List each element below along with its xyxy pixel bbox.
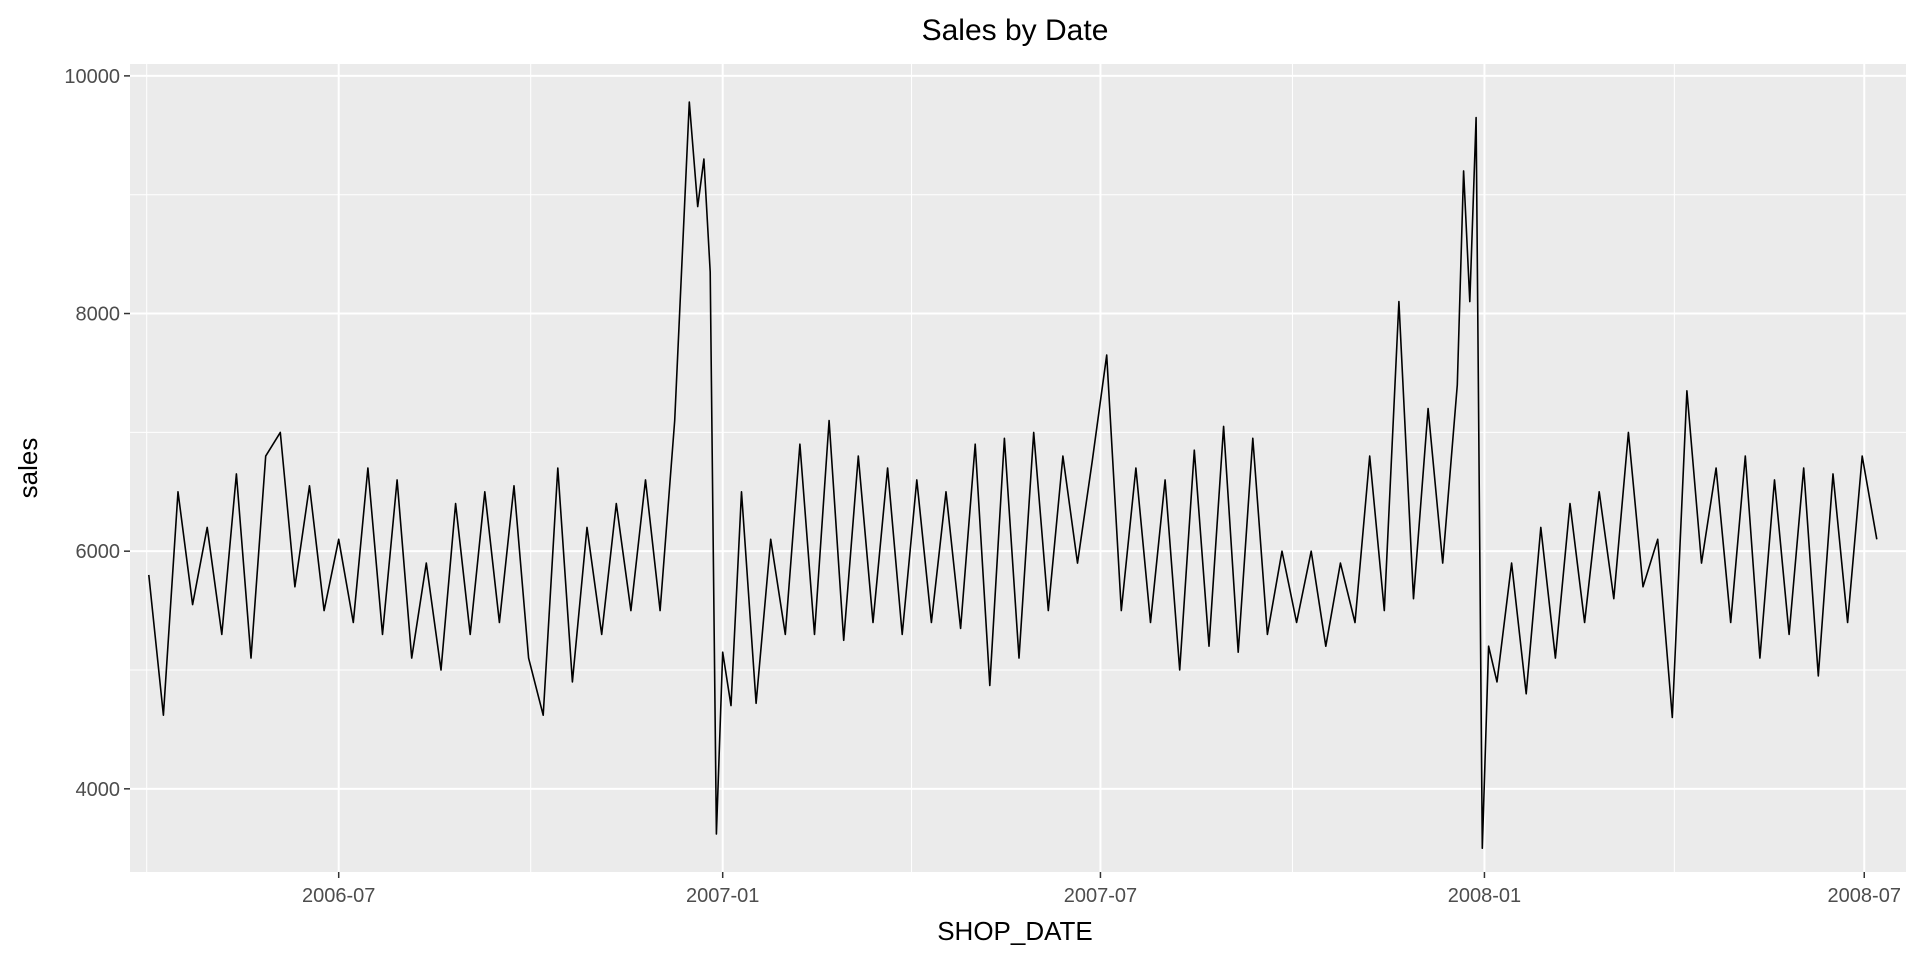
y-tick-label: 10000 <box>64 66 120 88</box>
y-tick-label: 6000 <box>76 541 121 563</box>
y-tick-label: 4000 <box>76 779 121 801</box>
x-tick-label: 2007-07 <box>1064 885 1137 907</box>
x-tick-label: 2008-07 <box>1828 885 1901 907</box>
y-axis-title: sales <box>13 438 43 499</box>
sales-series-line <box>148 101 1878 849</box>
plot-background <box>130 64 1906 872</box>
x-axis-ticks: 2006-07 2007-01 2007-07 2008-01 2008-07 <box>302 872 1901 907</box>
x-tick-label: 2007-01 <box>686 885 759 907</box>
y-axis-ticks: 4000 6000 8000 10000 <box>64 66 130 801</box>
chart-title: Sales by Date <box>922 14 1109 47</box>
x-tick-label: 2008-01 <box>1448 885 1521 907</box>
x-tick-label: 2006-07 <box>302 885 375 907</box>
minor-gridlines <box>130 64 1906 872</box>
x-axis-title: SHOP_DATE <box>937 916 1093 946</box>
y-tick-label: 8000 <box>76 304 121 326</box>
